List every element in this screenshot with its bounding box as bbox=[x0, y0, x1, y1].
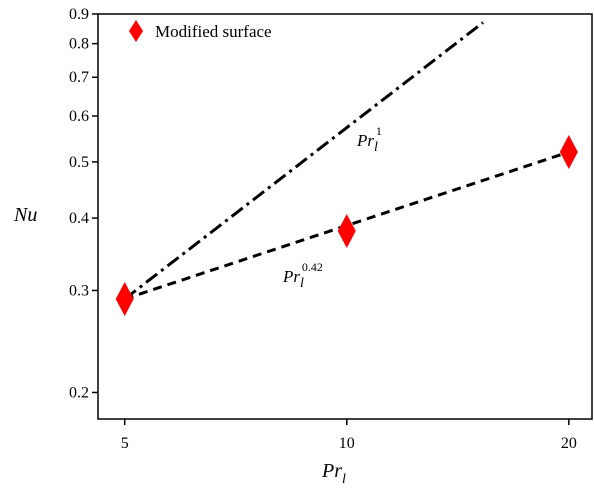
reference-line-exponent-1 bbox=[123, 21, 484, 301]
x-axis-title: Prl bbox=[321, 460, 346, 487]
label-subscript: l bbox=[374, 140, 378, 155]
svg-text:Nu: Nu bbox=[13, 204, 37, 226]
legend-label: Modified surface bbox=[155, 22, 272, 41]
x-tick-label: 5 bbox=[121, 435, 129, 452]
y-tick-label: 0.3 bbox=[69, 282, 89, 299]
label-main: Pr bbox=[282, 267, 300, 286]
reference-line-label: Prl 0.42 bbox=[282, 260, 323, 291]
plot-frame bbox=[97, 13, 593, 420]
y-tick-label: 0.4 bbox=[69, 210, 89, 227]
y-tick-label: 0.2 bbox=[69, 384, 89, 401]
y-axis-ticks: 0.2 0.3 0.4 0.5 0.6 0.7 0.8 0.9 bbox=[69, 6, 98, 401]
y-tick-label: 0.9 bbox=[69, 6, 89, 23]
x-axis-title-main: Pr bbox=[321, 460, 342, 482]
y-tick-label: 0.7 bbox=[69, 69, 89, 86]
svg-text:Prl: Prl bbox=[321, 460, 346, 487]
data-point-diamond bbox=[559, 135, 578, 170]
y-tick-label: 0.8 bbox=[69, 36, 89, 53]
data-markers bbox=[115, 135, 578, 316]
label-superscript: 0.42 bbox=[302, 260, 323, 274]
reference-lines bbox=[123, 21, 570, 301]
legend: Modified surface bbox=[129, 20, 272, 42]
y-axis-title: Nu bbox=[13, 204, 37, 226]
data-point-diamond bbox=[337, 213, 356, 248]
reference-line-label: Prl 1 bbox=[356, 124, 382, 155]
x-tick-label: 10 bbox=[339, 435, 355, 452]
data-point-diamond bbox=[115, 281, 134, 316]
y-tick-label: 0.5 bbox=[69, 154, 89, 171]
label-subscript: l bbox=[300, 276, 304, 291]
x-axis-ticks: 5 10 20 bbox=[121, 419, 577, 452]
label-superscript: 1 bbox=[376, 124, 382, 138]
legend-marker-diamond bbox=[129, 20, 143, 42]
label-main: Pr bbox=[356, 131, 374, 150]
y-tick-label: 0.6 bbox=[69, 108, 89, 125]
x-tick-label: 20 bbox=[561, 435, 577, 452]
x-axis-title-sub: l bbox=[342, 472, 346, 487]
